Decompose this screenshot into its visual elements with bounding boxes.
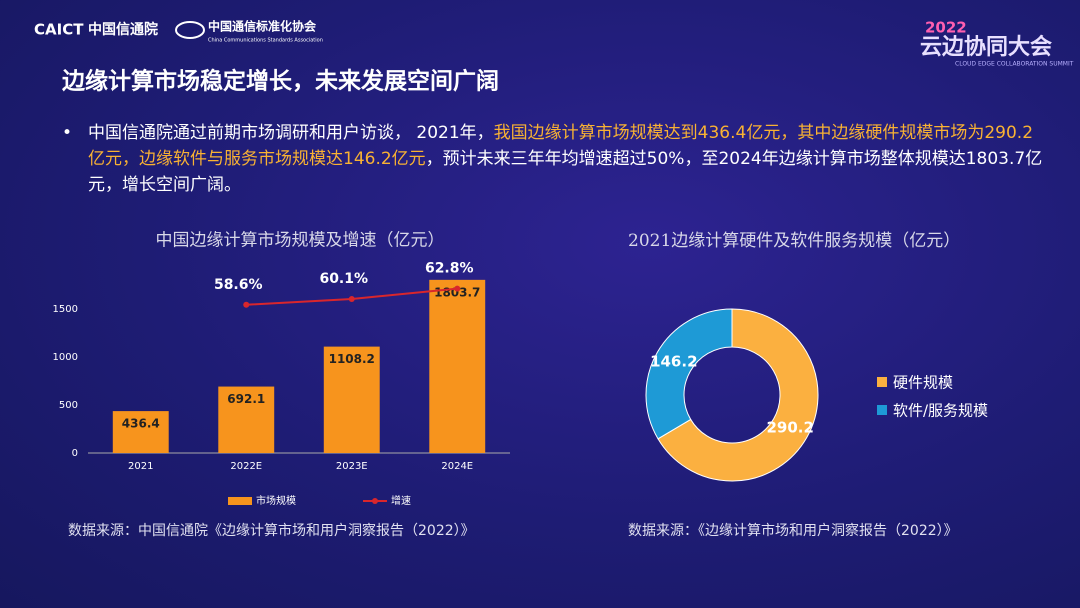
x-tick-label: 2023E	[336, 461, 368, 472]
event-en: CLOUD EDGE COLLABORATION SUMMIT	[955, 61, 1074, 68]
growth-label: 58.6%	[214, 277, 263, 293]
donut-chart-title: 2021边缘计算硬件及软件服务规模（亿元）	[628, 231, 961, 251]
x-tick-label: 2024E	[441, 461, 473, 472]
growth-label: 62.8%	[425, 261, 474, 277]
bar-label: 692.1	[227, 392, 265, 406]
legend-label: 软件/服务规模	[893, 402, 988, 420]
bullet-dot: •	[62, 123, 73, 143]
growth-point	[243, 301, 250, 308]
donut-slice	[645, 308, 733, 440]
legend-label: 市场规模	[256, 494, 296, 507]
y-tick-label: 500	[59, 400, 78, 411]
ccsa-name: 中国通信标准化协会	[208, 19, 317, 34]
donut-slice	[657, 308, 819, 482]
legend-label: 硬件规模	[893, 374, 953, 392]
x-tick-label: 2022E	[230, 461, 262, 472]
ccsa-en: China Communications Standards Associati…	[208, 38, 323, 44]
source-right: 数据来源：《边缘计算市场和用户洞察报告（2022）》	[628, 522, 958, 539]
caict-logo: CAICT	[34, 21, 84, 39]
event-name: 云边协同大会	[920, 34, 1052, 60]
y-tick-label: 0	[72, 448, 78, 459]
growth-point	[454, 285, 461, 292]
legend-swatch	[228, 497, 252, 505]
bar	[218, 386, 275, 453]
y-tick-label: 1000	[53, 352, 78, 363]
ccsa-icon	[175, 21, 205, 39]
bar-label: 436.4	[122, 417, 160, 431]
bar	[112, 411, 169, 453]
bullet-part: 中国信通院通过前期市场调研和用户访谈， 2021年，	[88, 123, 494, 143]
bullet-text: 中国信通院通过前期市场调研和用户访谈， 2021年，我国边缘计算市场规模达到43…	[88, 120, 1048, 198]
event-year: 2022	[925, 19, 967, 37]
caict-name: 中国信通院	[88, 21, 158, 38]
legend-swatch	[877, 377, 887, 387]
bar	[429, 279, 486, 453]
bar-chart-title: 中国边缘计算市场规模及增速（亿元）	[156, 231, 445, 251]
source-left: 数据来源：中国信通院《边缘计算市场和用户洞察报告（2022）》	[68, 522, 475, 539]
slide-title: 边缘计算市场稳定增长，未来发展空间广阔	[62, 68, 499, 95]
growth-label: 60.1%	[319, 271, 368, 287]
legend-label: 增速	[391, 494, 411, 507]
legend-dot	[372, 498, 378, 504]
legend-swatch	[877, 405, 887, 415]
x-tick-label: 2021	[128, 461, 153, 472]
y-tick-label: 1500	[53, 304, 78, 315]
donut-label: 146.2	[650, 352, 697, 370]
bullet-highlight: 我国边缘计算市场规模达到436.4亿元，其中边缘硬件规模市场为290.2亿元，边…	[88, 123, 1034, 169]
growth-point	[348, 296, 355, 303]
bar	[323, 346, 380, 453]
donut-label: 290.2	[766, 419, 813, 437]
bullet-part: ，预计未来三年年均增速超过50%，至2024年边缘计算市场整体规模达1803.7…	[88, 149, 1043, 195]
bar-label: 1108.2	[329, 352, 375, 366]
